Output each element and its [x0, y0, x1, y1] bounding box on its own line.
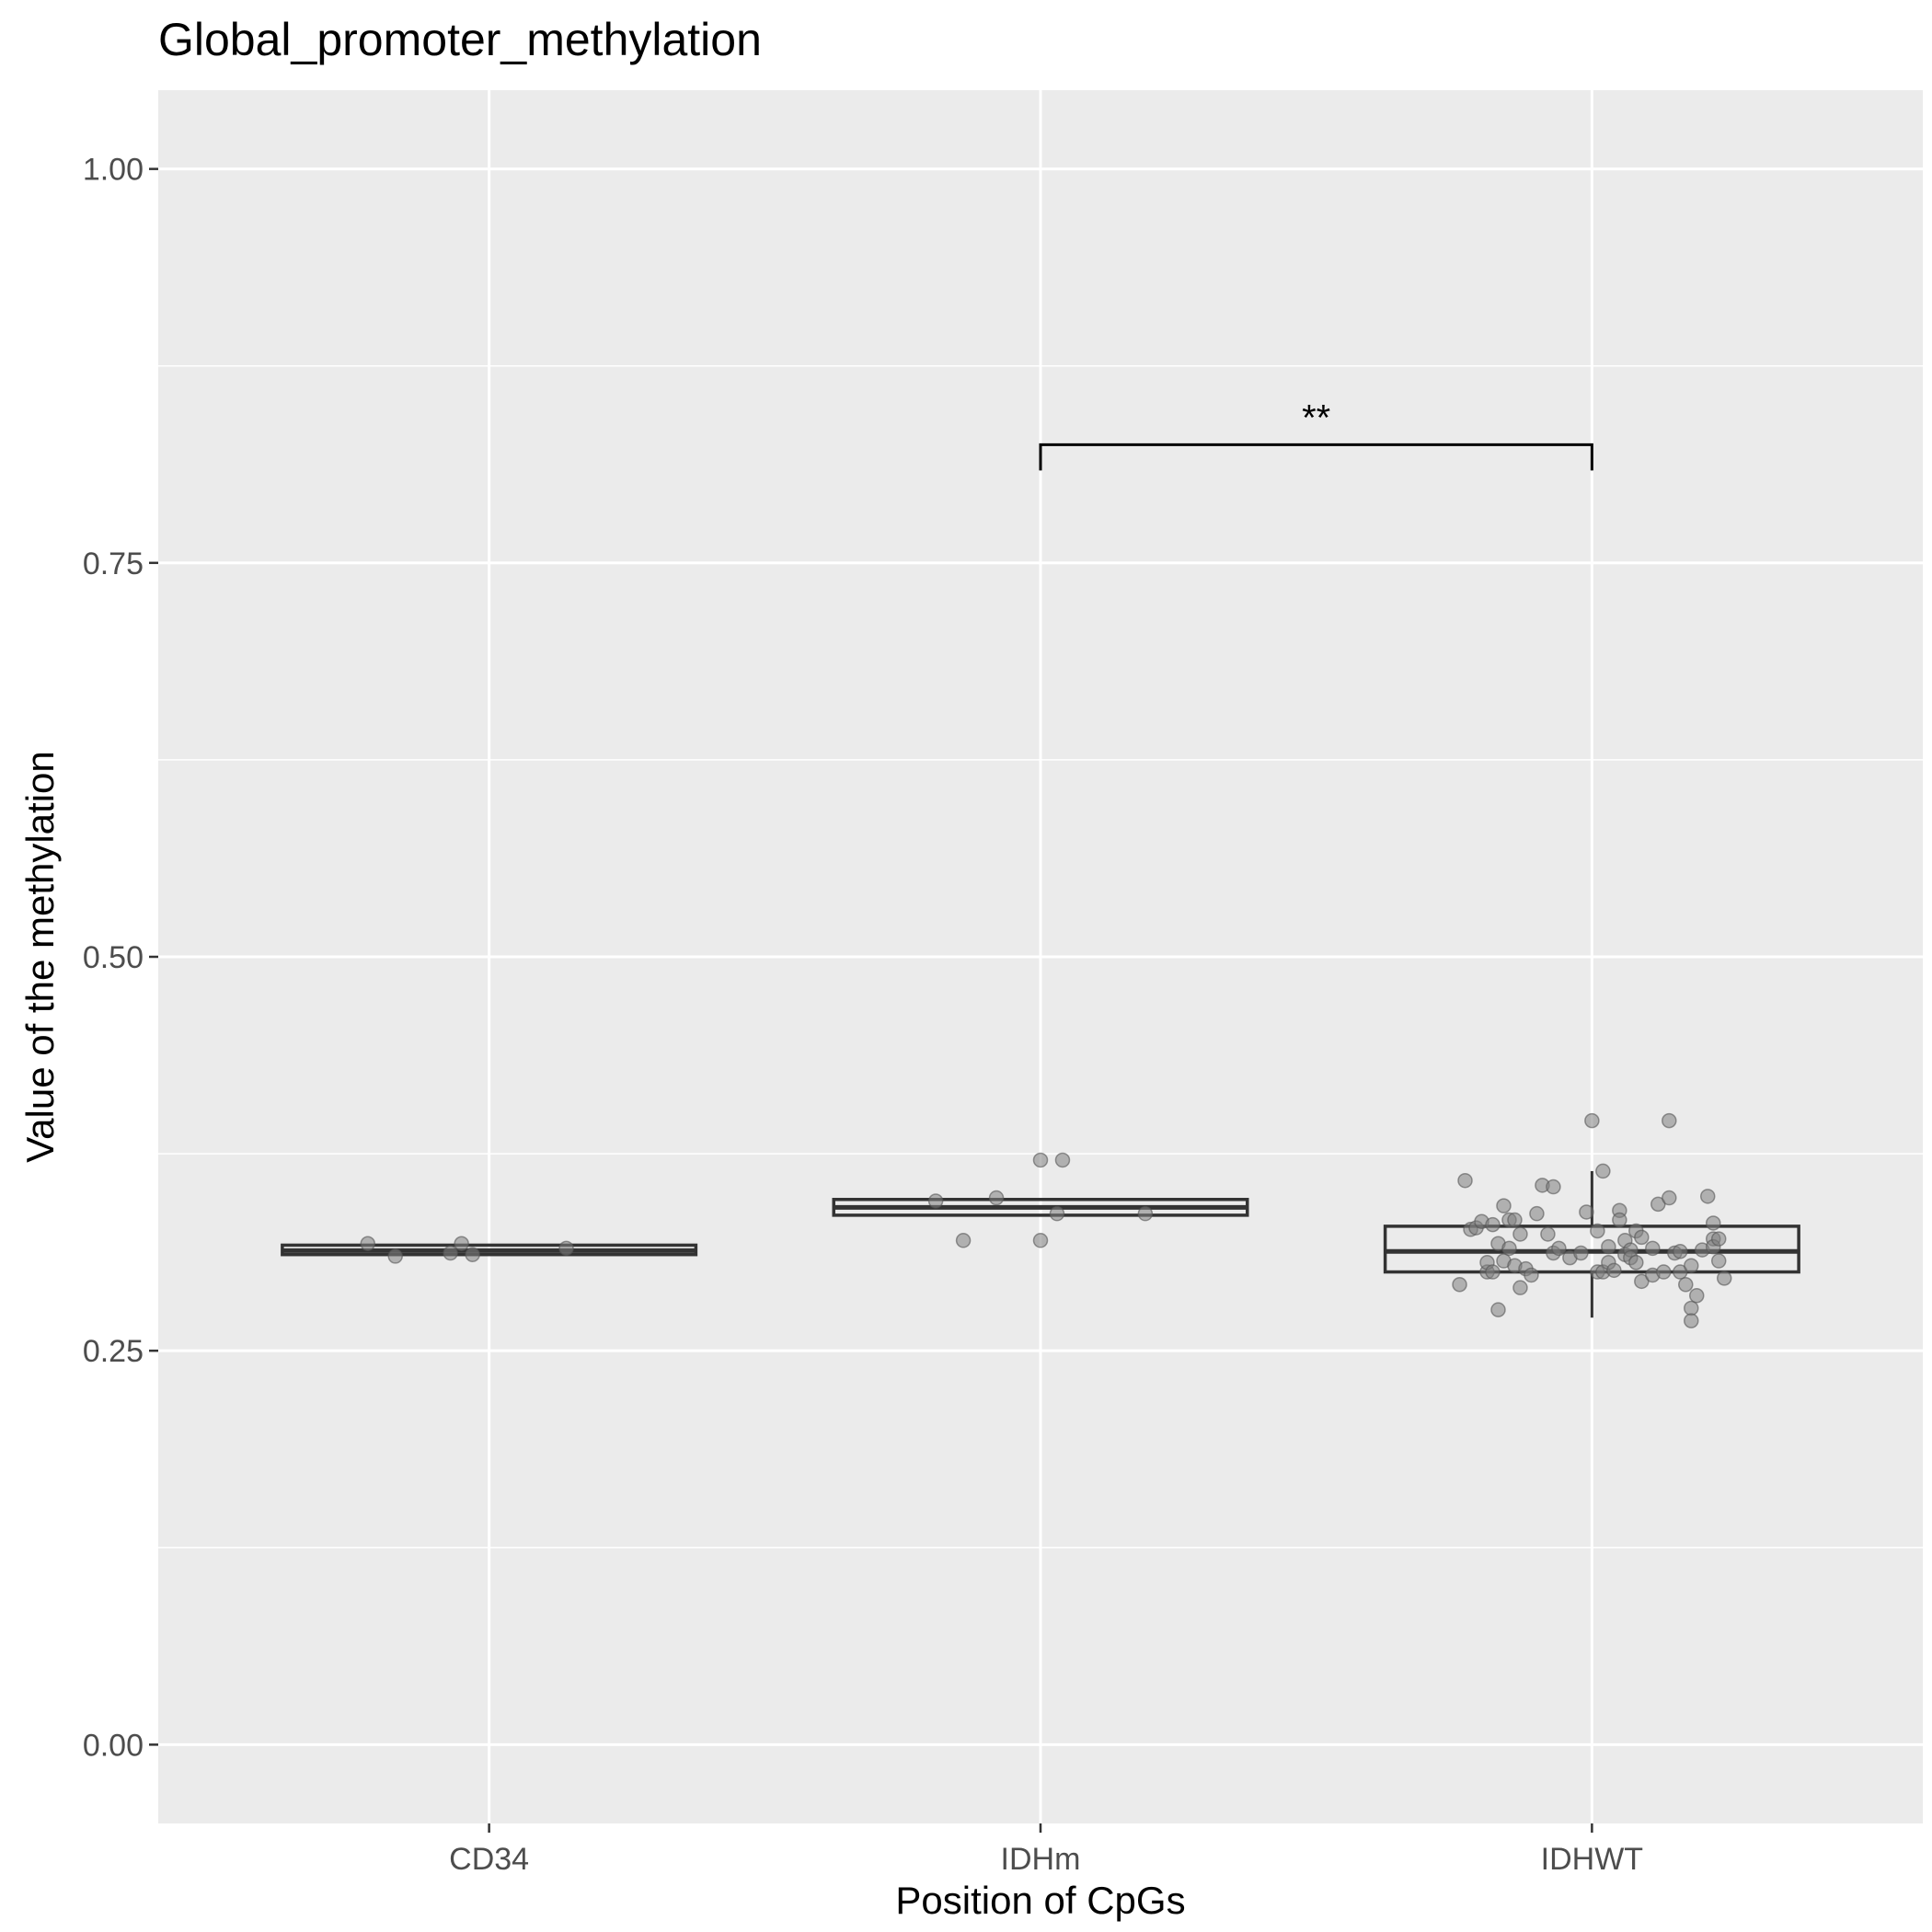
- y-tick-label: 0.75: [83, 546, 144, 581]
- data-point: [443, 1245, 458, 1261]
- x-tick-label: CD34: [449, 1842, 529, 1877]
- data-point: [1612, 1212, 1627, 1228]
- y-tick-label: 0.00: [83, 1728, 144, 1763]
- data-point: [927, 1193, 944, 1209]
- data-point: [1540, 1226, 1556, 1242]
- data-point: [1457, 1172, 1473, 1189]
- data-point: [1656, 1264, 1672, 1280]
- data-point: [1496, 1198, 1512, 1213]
- data-point: [1678, 1276, 1694, 1293]
- data-point: [1662, 1190, 1677, 1206]
- data-point: [1507, 1212, 1523, 1228]
- data-point: [1684, 1300, 1699, 1317]
- data-point: [1634, 1229, 1650, 1246]
- data-point: [558, 1240, 574, 1257]
- data-point: [1710, 1231, 1727, 1247]
- data-point: [1485, 1216, 1501, 1233]
- significance-bracket: [1039, 443, 1593, 471]
- data-point: [1716, 1271, 1732, 1286]
- data-point: [1705, 1215, 1721, 1231]
- data-point: [1595, 1163, 1611, 1179]
- data-point: [1710, 1253, 1727, 1269]
- data-point: [1546, 1179, 1561, 1195]
- y-tick-label: 0.50: [83, 940, 144, 975]
- x-tick-label: IDHWT: [1541, 1842, 1643, 1877]
- data-point: [454, 1236, 469, 1251]
- data-point: [1689, 1287, 1705, 1304]
- y-axis-title: Value of the methylation: [18, 751, 62, 1163]
- data-point: [1662, 1112, 1677, 1129]
- data-point: [1512, 1226, 1528, 1242]
- y-tick-label: 0.25: [83, 1334, 144, 1369]
- y-tick-label: 1.00: [83, 153, 144, 188]
- data-point: [1673, 1244, 1688, 1259]
- x-axis-title: Position of CpGs: [895, 1879, 1185, 1922]
- data-point: [1485, 1264, 1501, 1280]
- data-point: [1573, 1245, 1589, 1261]
- y-axis: 0.00 0.25 0.50 0.75 1.00: [83, 153, 158, 1763]
- chart-title: Global_promoter_methylation: [158, 14, 762, 65]
- data-point: [1584, 1112, 1600, 1129]
- data-point: [1645, 1240, 1661, 1257]
- data-point: [1032, 1233, 1049, 1248]
- data-point: [1512, 1280, 1528, 1295]
- data-point: [1601, 1238, 1616, 1255]
- data-point: [1684, 1258, 1699, 1273]
- data-point: [1501, 1240, 1517, 1257]
- jitter-points-layer: [360, 1112, 1732, 1328]
- significance-annotations: **: [1039, 397, 1593, 471]
- data-point: [1579, 1204, 1594, 1220]
- data-point: [1049, 1205, 1065, 1222]
- data-point: [1606, 1262, 1622, 1279]
- box-idhm: [832, 1198, 1249, 1217]
- data-point: [387, 1248, 403, 1264]
- data-point: [1628, 1255, 1644, 1271]
- data-point: [1490, 1302, 1506, 1317]
- data-point: [1524, 1267, 1539, 1283]
- data-point: [1452, 1276, 1467, 1293]
- data-point: [955, 1233, 972, 1248]
- data-point: [465, 1247, 480, 1262]
- data-point: [988, 1190, 1005, 1206]
- data-point: [1054, 1152, 1071, 1168]
- data-point: [1590, 1223, 1605, 1239]
- x-axis: CD34 IDHm IDHWT: [449, 1823, 1643, 1877]
- x-tick-label: IDHm: [1001, 1842, 1081, 1877]
- data-point: [1032, 1152, 1049, 1168]
- data-point: [1137, 1205, 1154, 1222]
- data-point: [1551, 1240, 1567, 1257]
- major-gridlines: [158, 90, 1923, 1823]
- box-cd34: [281, 1243, 698, 1257]
- data-point: [1529, 1205, 1545, 1222]
- data-point: [1699, 1189, 1716, 1204]
- significance-label: **: [1302, 397, 1330, 438]
- data-point: [360, 1236, 376, 1251]
- data-point: [1684, 1313, 1699, 1328]
